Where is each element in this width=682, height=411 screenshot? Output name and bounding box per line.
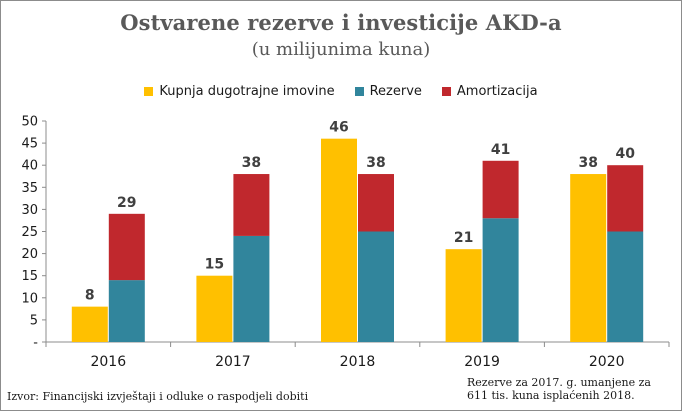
x-tick-label: 2019 bbox=[464, 354, 500, 370]
legend-swatch-kupnja bbox=[144, 86, 154, 96]
footnote: Rezerve za 2017. g. umanjene za 611 tis.… bbox=[467, 376, 679, 402]
bar-rezerve bbox=[607, 231, 644, 342]
y-tick-label: 5 bbox=[30, 313, 38, 328]
y-tick-label: 10 bbox=[21, 291, 38, 306]
y-tick-label: 35 bbox=[21, 181, 38, 196]
data-label-kupnja: 46 bbox=[329, 120, 348, 136]
chart-subtitle: (u milijunima kuna) bbox=[251, 39, 431, 60]
legend-label-kupnja: Kupnja dugotrajne imovine bbox=[159, 83, 335, 99]
data-label-total: 38 bbox=[366, 155, 385, 171]
bar-kupnja bbox=[71, 306, 108, 342]
bar-amortizacija bbox=[358, 174, 394, 232]
x-tick-label: 2017 bbox=[215, 354, 251, 370]
y-tick-label: 40 bbox=[21, 159, 38, 174]
bar-kupnja bbox=[570, 174, 607, 342]
data-label-total: 38 bbox=[242, 155, 261, 171]
data-label-kupnja: 15 bbox=[205, 257, 224, 273]
footnote-line-1: Rezerve za 2017. g. umanjene za bbox=[467, 376, 651, 389]
legend-swatch-amortizacija bbox=[441, 86, 451, 96]
legend-item-rezerve: Rezerve bbox=[354, 81, 422, 101]
y-tick-label: 25 bbox=[21, 225, 38, 240]
bar-kupnja bbox=[196, 275, 233, 342]
legend-label-amortizacija: Amortizacija bbox=[456, 83, 538, 99]
footnote-line-2: 611 tis. kuna isplaćenih 2018. bbox=[467, 389, 635, 402]
legend-item-amortizacija: Amortizacija bbox=[441, 81, 538, 101]
y-tick-label: 45 bbox=[21, 137, 38, 152]
bar-kupnja bbox=[321, 138, 357, 342]
x-tick-label: 2018 bbox=[340, 354, 376, 370]
y-tick-label: - bbox=[33, 336, 38, 351]
data-label-total: 29 bbox=[117, 195, 136, 211]
legend: Kupnja dugotrajne imovine Rezerve Amorti… bbox=[1, 81, 681, 101]
bar-rezerve bbox=[358, 231, 394, 342]
data-label-kupnja: 8 bbox=[85, 288, 95, 304]
legend-item-kupnja: Kupnja dugotrajne imovine bbox=[144, 81, 335, 101]
data-label-kupnja: 38 bbox=[578, 155, 597, 171]
data-label-kupnja: 21 bbox=[454, 230, 473, 246]
bar-amortizacija bbox=[482, 160, 519, 219]
bar-kupnja bbox=[445, 249, 482, 342]
chart-title: Ostvarene rezerve i investicije AKD-a bbox=[120, 10, 562, 35]
legend-swatch-rezerve bbox=[354, 86, 364, 96]
bar-amortizacija bbox=[607, 165, 644, 232]
legend-label-rezerve: Rezerve bbox=[369, 83, 422, 99]
y-tick-label: 30 bbox=[21, 203, 38, 218]
x-tick-label: 2016 bbox=[90, 354, 126, 370]
data-label-total: 40 bbox=[615, 146, 635, 162]
bar-rezerve bbox=[108, 280, 145, 342]
bar-amortizacija bbox=[108, 213, 145, 281]
bar-rezerve bbox=[482, 218, 519, 342]
y-tick-label: 20 bbox=[21, 247, 38, 262]
data-label-total: 41 bbox=[491, 142, 510, 158]
source-note: Izvor: Financijski izvještaji i odluke o… bbox=[7, 390, 309, 403]
y-tick-label: 50 bbox=[21, 115, 38, 130]
bar-amortizacija bbox=[233, 174, 270, 236]
x-tick-label: 2020 bbox=[589, 354, 625, 370]
bar-rezerve bbox=[233, 235, 270, 342]
y-tick-label: 15 bbox=[21, 269, 38, 284]
